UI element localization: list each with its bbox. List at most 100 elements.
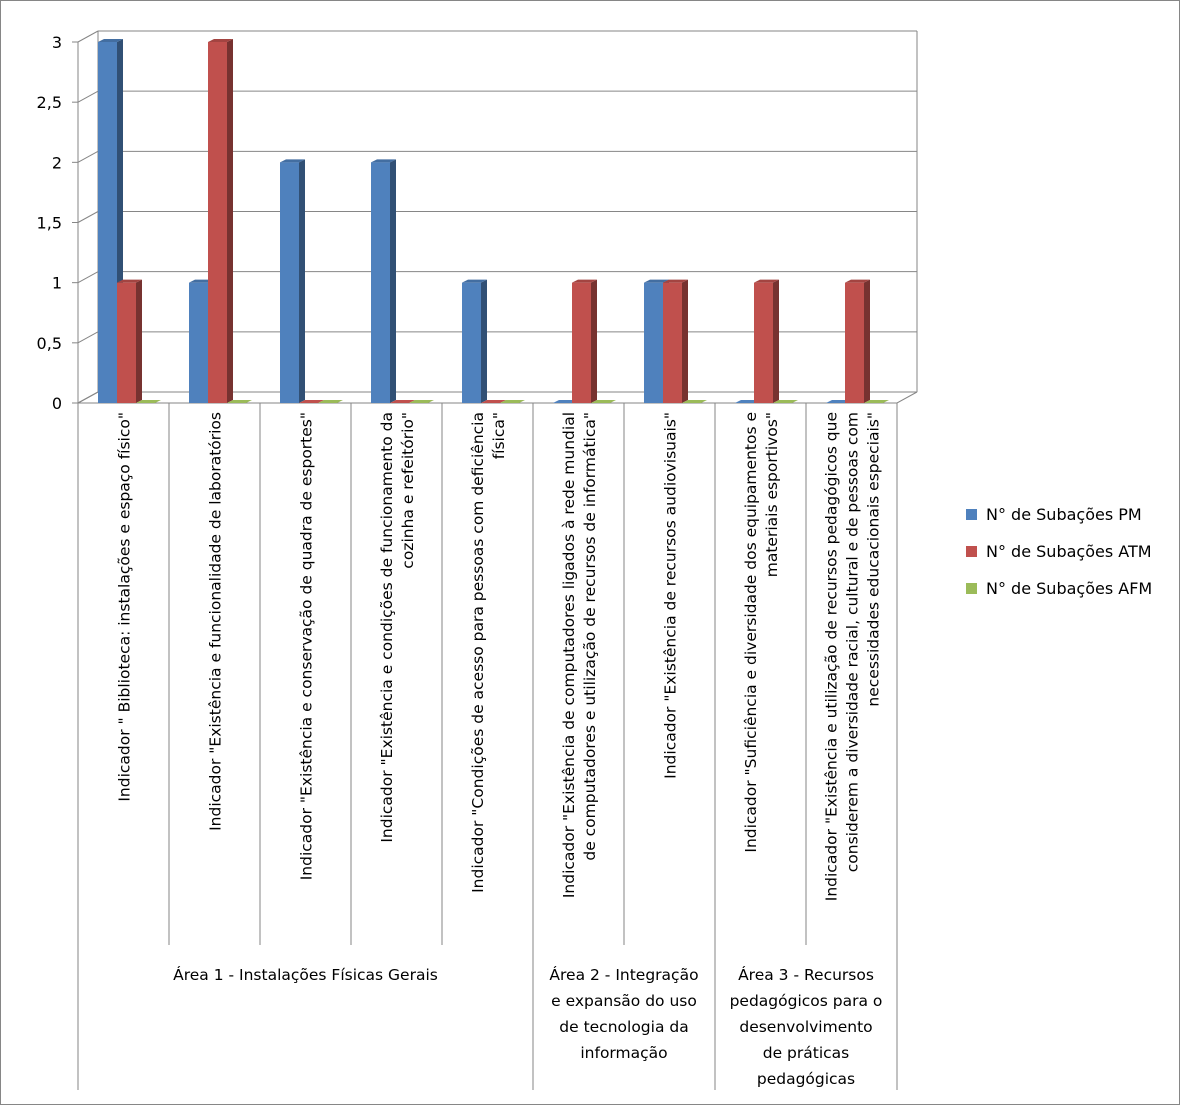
category-label: Indicador " Biblioteca: instalações e es… xyxy=(116,412,134,802)
bar-side xyxy=(682,279,688,403)
bar xyxy=(553,400,578,403)
bar xyxy=(227,400,252,403)
category-label: Indicador "Existência e funcionalidade d… xyxy=(207,412,225,831)
bar-side xyxy=(481,279,487,403)
y-tick-label: 0,5 xyxy=(37,334,62,353)
category-label-line: Indicador "Existência e condições de fun… xyxy=(378,412,396,843)
category-label: Indicador "Condições de acesso para pess… xyxy=(469,412,508,893)
gridline-depth xyxy=(77,211,99,223)
bar-side xyxy=(299,159,305,403)
bar-side xyxy=(390,159,396,403)
bar-front xyxy=(189,282,208,403)
bar xyxy=(663,279,688,403)
bar xyxy=(371,159,396,403)
bar-front xyxy=(208,42,227,403)
bar-zero xyxy=(682,400,707,403)
legend-swatch xyxy=(966,509,977,520)
bar xyxy=(845,279,870,403)
bar xyxy=(864,400,889,403)
gridlines xyxy=(77,30,918,404)
bar xyxy=(390,400,415,403)
bar-front xyxy=(462,282,481,403)
bar-zero xyxy=(864,400,889,403)
bar-zero xyxy=(409,400,434,403)
group-label-line: Área 2 - Integração xyxy=(549,965,698,984)
category-label: Indicador "Existência de recursos audiov… xyxy=(662,412,680,779)
category-label: Indicador "Existência e utilização de re… xyxy=(823,412,883,901)
category-label: Indicador "Existência e conservação de q… xyxy=(298,412,316,880)
bar-front xyxy=(117,282,136,403)
group-label: Área 3 - Recursos pedagógicos para o desen… xyxy=(730,965,883,1088)
category-label-line: cozinha e refeitório" xyxy=(399,412,417,569)
category-label-line: necessidades educacionais especiais" xyxy=(865,412,883,707)
bar-side xyxy=(227,39,233,403)
bar xyxy=(318,400,343,403)
bar xyxy=(572,279,597,403)
category-label-line: física" xyxy=(490,412,508,459)
category-label-line: considerem a diversidade racial, cultura… xyxy=(844,412,862,872)
legend-label: N° de Subações ATM xyxy=(986,542,1152,561)
group-label-line: pedagógicas xyxy=(757,1070,855,1088)
y-tick-label: 0 xyxy=(52,394,62,413)
y-tick-label: 2,5 xyxy=(37,93,62,112)
category-label: Indicador "Existência de computadores li… xyxy=(560,412,599,898)
group-label-line: desenvolvimento xyxy=(739,1018,872,1036)
bar-front xyxy=(754,282,773,403)
bar-zero xyxy=(735,400,760,403)
y-tick-label: 1,5 xyxy=(37,214,62,233)
bar-front xyxy=(644,282,663,403)
legend-label: N° de Subações AFM xyxy=(986,579,1152,598)
category-label-line: Indicador "Existência e utilização de re… xyxy=(823,412,841,901)
group-label-line: Área 3 - Recursos xyxy=(738,965,874,984)
bar-top xyxy=(280,159,305,163)
bar xyxy=(208,39,233,403)
gridline-depth xyxy=(77,30,99,43)
bar xyxy=(682,400,707,403)
group-label: Área 2 - Integração e expansão do uso de t… xyxy=(549,965,698,1062)
category-label-line: de computadores e utilização de recursos… xyxy=(581,412,599,861)
bar-zero xyxy=(227,400,252,403)
x-axis: Indicador " Biblioteca: instalações e es… xyxy=(77,403,898,1090)
bar-front xyxy=(663,282,682,403)
bar-zero xyxy=(591,400,616,403)
bar xyxy=(500,400,525,403)
bar-top xyxy=(644,279,669,283)
bars xyxy=(98,39,889,403)
category-label: Indicador "Suficiência e diversidade dos… xyxy=(742,412,781,853)
bar-zero xyxy=(773,400,798,403)
bar-zero xyxy=(553,400,578,403)
bar-zero xyxy=(826,400,851,403)
category-label-line: Indicador "Existência e funcionalidade d… xyxy=(207,412,225,831)
category-label-line: Indicador "Existência de recursos audiov… xyxy=(662,412,680,779)
bar xyxy=(773,400,798,403)
bar-front xyxy=(280,162,299,403)
bar-top xyxy=(754,279,779,283)
group-label-line: pedagógicos para o xyxy=(730,992,883,1010)
y-tick-label: 1 xyxy=(52,274,62,293)
bar-zero xyxy=(500,400,525,403)
bar xyxy=(735,400,760,403)
gridline-depth xyxy=(77,331,99,344)
group-label-line: Área 1 - Instalações Físicas Gerais xyxy=(173,965,438,984)
legend-swatch xyxy=(966,583,977,594)
bar-side xyxy=(773,279,779,403)
legend-swatch xyxy=(966,546,977,557)
bar-front xyxy=(572,282,591,403)
category-label-line: materiais esportivos" xyxy=(763,412,781,577)
bar xyxy=(591,400,616,403)
y-tick-label: 2 xyxy=(52,153,62,172)
gridline-depth xyxy=(77,90,99,103)
bar-zero xyxy=(390,400,415,403)
bar xyxy=(481,400,506,403)
bar-zero xyxy=(318,400,343,403)
category-label-line: Indicador "Condições de acesso para pess… xyxy=(469,412,487,893)
bar-side xyxy=(864,279,870,403)
bar-top xyxy=(117,279,142,283)
bar-top xyxy=(208,39,233,42)
gridline-depth xyxy=(77,271,99,284)
bar xyxy=(136,400,161,403)
y-axis: 0 0,5 1 1,5 2 2,5 3 xyxy=(37,33,79,413)
category-label-line: Indicador "Existência de computadores li… xyxy=(560,412,578,898)
y-tick-label: 3 xyxy=(52,33,62,52)
